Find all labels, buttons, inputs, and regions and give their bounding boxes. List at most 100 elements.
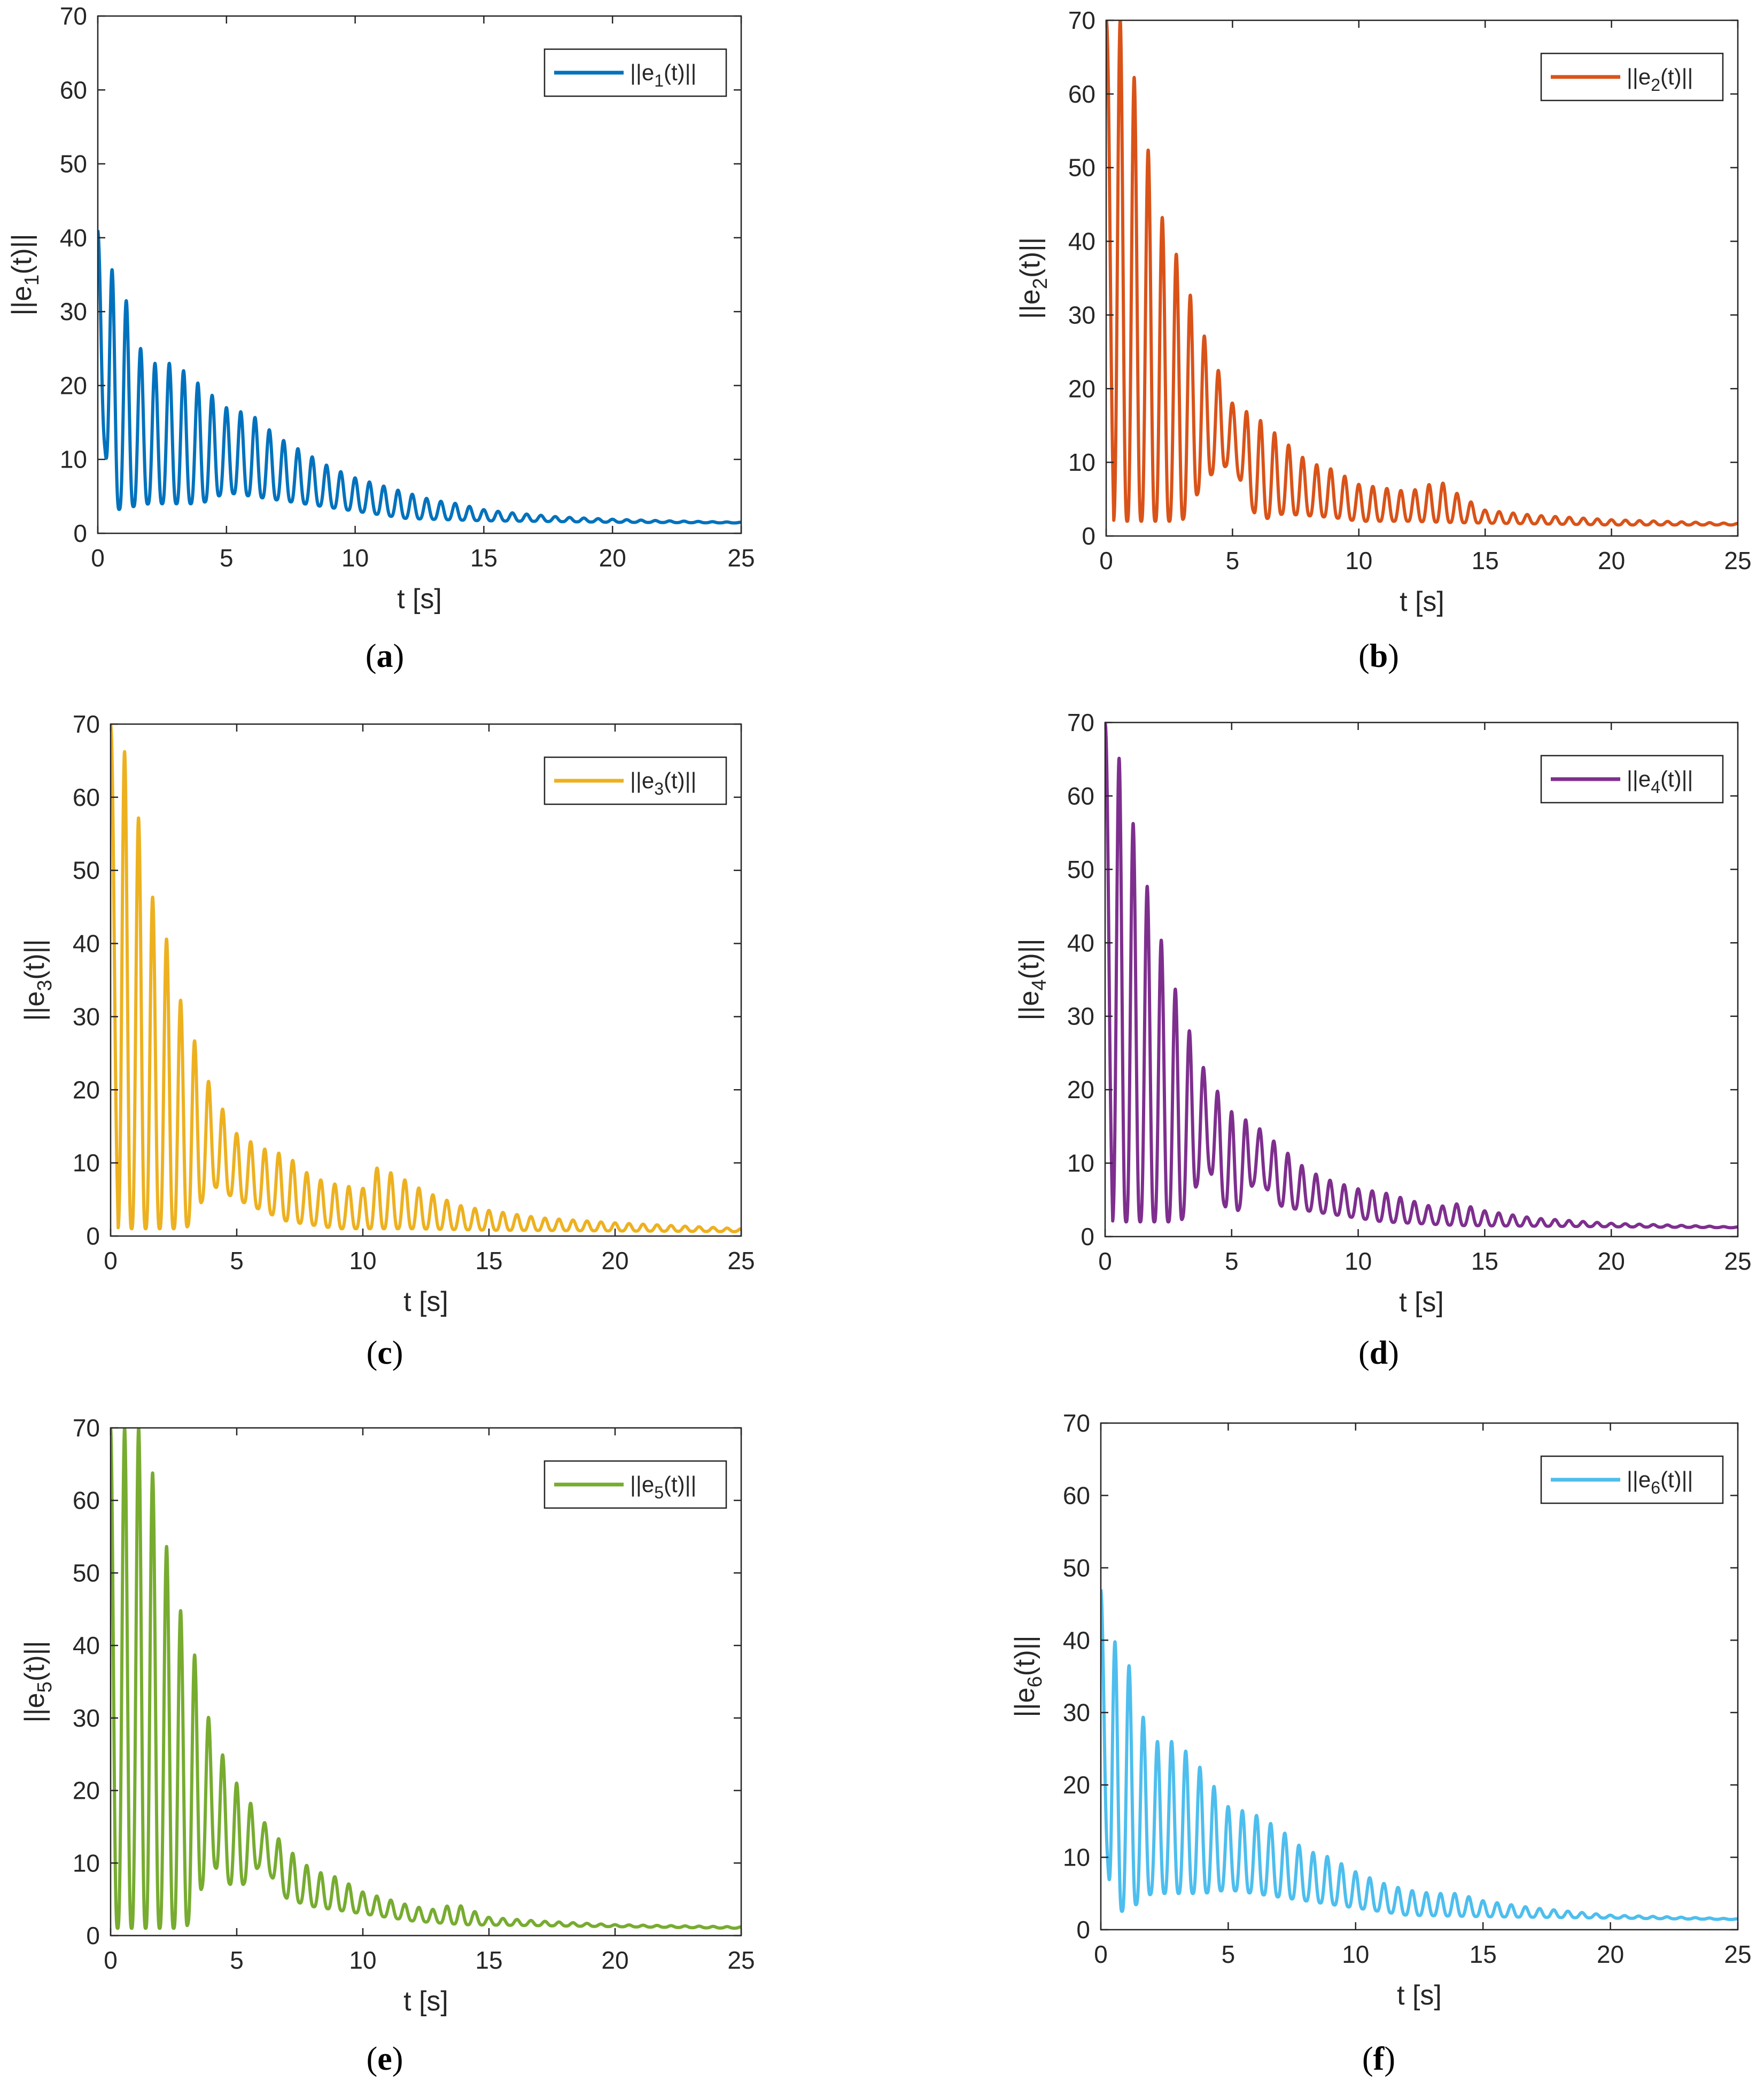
panel-caption: (a) xyxy=(366,638,404,674)
y-tick-label: 30 xyxy=(1068,301,1095,329)
legend-label: ||e2(t)|| xyxy=(1627,64,1693,95)
series-line xyxy=(98,229,741,525)
y-tick-label: 10 xyxy=(73,1149,100,1177)
y-axis-label: ||e6(t)|| xyxy=(1009,1635,1046,1717)
y-tick-label: 10 xyxy=(1067,1149,1094,1177)
x-tick-label: 0 xyxy=(91,544,105,572)
x-axis-label: t [s] xyxy=(1400,586,1444,617)
legend-label: ||e1(t)|| xyxy=(630,60,696,90)
x-tick-label: 10 xyxy=(349,1247,376,1275)
y-tick-label: 70 xyxy=(73,710,100,738)
x-tick-label: 25 xyxy=(1724,1940,1751,1968)
y-tick-label: 0 xyxy=(1082,522,1095,550)
y-tick-label: 50 xyxy=(60,150,87,178)
legend-label: ||e4(t)|| xyxy=(1627,766,1693,797)
y-tick-label: 20 xyxy=(1068,375,1095,402)
x-tick-label: 15 xyxy=(1471,1247,1498,1275)
y-axis-label: ||e4(t)|| xyxy=(1014,938,1051,1020)
y-tick-label: 20 xyxy=(1067,1076,1094,1104)
legend: ||e2(t)|| xyxy=(1540,52,1724,102)
chart-panel-3: 0 5 10 15 20 25 0 10 20 30 40 50 60 70 t [s] ||e3(t)|| |… xyxy=(19,710,755,1317)
axes-box xyxy=(97,15,742,534)
y-tick-label: 30 xyxy=(1063,1699,1090,1727)
x-axis-label: t [s] xyxy=(403,1286,448,1317)
x-tick-label: 25 xyxy=(1724,1247,1751,1275)
x-axis-label: t [s] xyxy=(1397,1980,1442,2011)
x-axis-label: t [s] xyxy=(1399,1287,1444,1318)
x-tick-label: 5 xyxy=(230,1247,244,1275)
axes-box xyxy=(110,723,742,1237)
x-tick-label: 25 xyxy=(727,1946,755,1974)
legend: ||e3(t)|| xyxy=(543,756,727,805)
chart-panel-4: 0 5 10 15 20 25 0 10 20 30 40 50 60 70 t [s] ||e4(t)|| |… xyxy=(1014,709,1752,1318)
x-tick-label: 0 xyxy=(104,1247,118,1275)
y-tick-label: 50 xyxy=(73,1559,100,1587)
series-line xyxy=(1106,20,1738,527)
y-axis-label: ||e5(t)|| xyxy=(19,1641,56,1722)
y-tick-label: 10 xyxy=(1063,1844,1090,1871)
x-tick-label: 20 xyxy=(1598,547,1625,574)
y-axis-label: ||e1(t)|| xyxy=(6,234,43,315)
y-tick-label: 60 xyxy=(60,76,87,104)
chart-panel-5: 0 5 10 15 20 25 0 10 20 30 40 50 60 70 t [s] ||e5(t)|| |… xyxy=(19,1414,755,2017)
x-tick-label: 0 xyxy=(1098,1247,1112,1275)
x-tick-label: 5 xyxy=(1226,547,1240,574)
x-tick-label: 15 xyxy=(470,544,498,572)
x-tick-label: 25 xyxy=(727,1247,755,1275)
x-tick-label: 20 xyxy=(601,1946,628,1974)
legend: ||e5(t)|| xyxy=(543,1460,727,1509)
y-tick-label: 20 xyxy=(73,1777,100,1805)
x-tick-label: 0 xyxy=(104,1946,118,1974)
y-tick-label: 0 xyxy=(1076,1916,1090,1944)
x-tick-label: 15 xyxy=(1470,1940,1497,1968)
y-tick-label: 20 xyxy=(73,1076,100,1104)
panel-caption: (b) xyxy=(1358,638,1399,674)
y-tick-label: 70 xyxy=(73,1414,100,1442)
y-tick-label: 50 xyxy=(1068,154,1095,182)
x-tick-label: 25 xyxy=(727,544,755,572)
y-axis-label: ||e3(t)|| xyxy=(19,939,56,1021)
x-tick-label: 20 xyxy=(601,1247,628,1275)
axes-box xyxy=(110,1427,742,1937)
y-tick-label: 30 xyxy=(73,1003,100,1030)
x-tick-label: 25 xyxy=(1724,547,1751,574)
x-tick-label: 10 xyxy=(1345,1247,1372,1275)
y-tick-label: 70 xyxy=(1068,6,1095,34)
y-tick-label: 40 xyxy=(1067,929,1094,957)
y-tick-label: 10 xyxy=(73,1849,100,1877)
chart-panel-6: 0 5 10 15 20 25 0 10 20 30 40 50 60 70 t [s] ||e6(t)|| |… xyxy=(1009,1409,1752,2011)
y-tick-label: 20 xyxy=(60,371,87,399)
x-tick-label: 10 xyxy=(341,544,369,572)
x-tick-label: 10 xyxy=(349,1946,376,1974)
y-tick-label: 70 xyxy=(1067,709,1094,736)
y-tick-label: 60 xyxy=(1068,80,1095,108)
x-tick-label: 15 xyxy=(1472,547,1499,574)
y-tick-label: 70 xyxy=(1063,1409,1090,1437)
x-tick-label: 5 xyxy=(1222,1940,1235,1968)
legend: ||e1(t)|| xyxy=(543,48,727,97)
x-tick-label: 0 xyxy=(1094,1940,1108,1968)
x-tick-label: 20 xyxy=(599,544,626,572)
x-tick-label: 10 xyxy=(1345,547,1372,574)
y-tick-label: 70 xyxy=(60,2,87,30)
x-tick-label: 10 xyxy=(1342,1940,1369,1968)
y-tick-label: 60 xyxy=(1067,782,1094,810)
axes-box xyxy=(1105,19,1739,537)
y-tick-label: 50 xyxy=(73,857,100,884)
legend-label: ||e3(t)|| xyxy=(630,768,696,798)
x-tick-label: 5 xyxy=(1225,1247,1239,1275)
chart-panel-1: 0 5 10 15 20 25 0 10 20 30 40 50 60 70 t [s] ||e1(t)|| |… xyxy=(6,2,755,615)
y-tick-label: 40 xyxy=(73,1631,100,1659)
y-tick-label: 40 xyxy=(73,930,100,958)
axes-box xyxy=(1100,1422,1739,1931)
y-tick-label: 0 xyxy=(86,1922,100,1949)
x-axis-label: t [s] xyxy=(397,584,442,615)
panel-caption: (f) xyxy=(1362,2041,1395,2077)
x-tick-label: 15 xyxy=(475,1946,502,1974)
y-tick-label: 60 xyxy=(73,783,100,811)
legend: ||e4(t)|| xyxy=(1540,755,1724,804)
chart-panel-2: 0 5 10 15 20 25 0 10 20 30 40 50 60 70 t [s] ||e2(t)|| |… xyxy=(1015,6,1752,617)
legend-box xyxy=(543,756,727,805)
series-line xyxy=(111,1428,741,1930)
x-tick-label: 0 xyxy=(1099,547,1113,574)
